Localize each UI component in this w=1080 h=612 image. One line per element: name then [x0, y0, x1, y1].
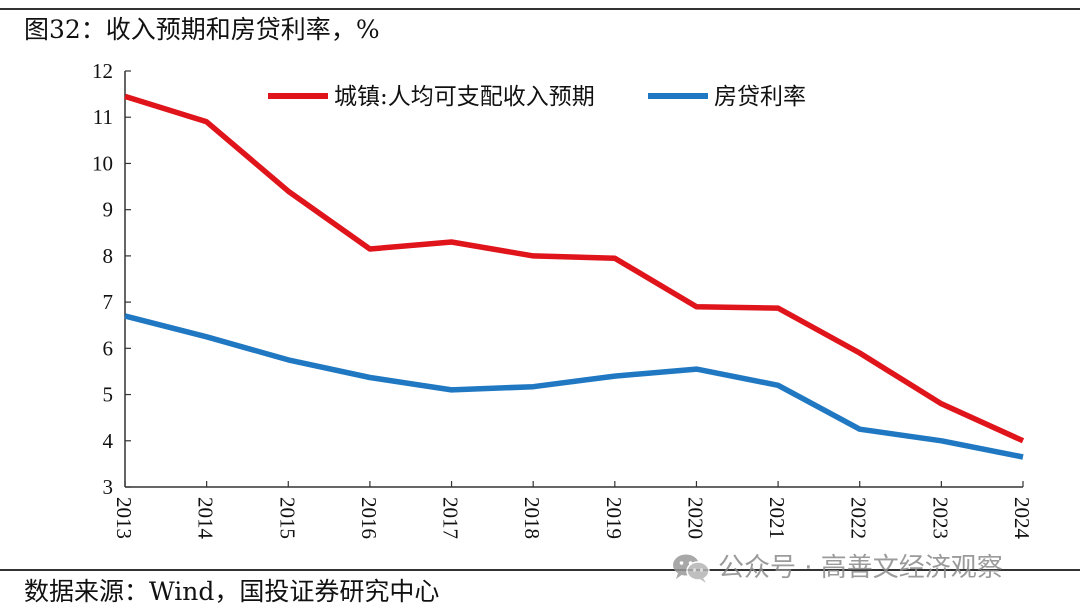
legend: 城镇:人均可支配收入预期 房贷利率 — [268, 84, 806, 110]
series-line-0 — [124, 93, 1025, 444]
x-tick-label: 2020 — [683, 497, 707, 539]
chart-axes: 3 4 5 6 7 8 9 10 11 12 2013 2014 2015 2016 2017 2018 201… — [92, 59, 1034, 540]
series-line-1 — [124, 313, 1024, 460]
y-tick-label: 3 — [103, 475, 114, 499]
x-tick-label: 2022 — [847, 497, 871, 539]
series-layer — [124, 93, 1025, 460]
watermark: 公众号 · 高善文经济观察 — [672, 550, 1003, 586]
line-chart: 3 4 5 6 7 8 9 10 11 12 2013 2014 2015 2016 2017 2018 201… — [92, 59, 1034, 540]
bottom-rule — [0, 569, 1080, 571]
y-tick-label: 4 — [103, 429, 114, 453]
y-tick-label: 10 — [92, 151, 113, 175]
y-tick-label: 7 — [103, 290, 114, 314]
x-tick-label: 2013 — [112, 497, 136, 539]
x-tick-label: 2019 — [602, 497, 626, 539]
top-rule — [0, 8, 1080, 10]
x-tick-label: 2021 — [765, 497, 789, 539]
y-tick-label: 12 — [92, 59, 113, 83]
x-tick-label: 2017 — [439, 497, 463, 539]
source-note: 数据来源：Wind，国投证券研究中心 — [24, 577, 440, 606]
legend-label-1: 房贷利率 — [714, 84, 806, 110]
y-tick-label: 5 — [103, 383, 114, 407]
y-tick-label: 6 — [103, 336, 114, 360]
x-tick-label: 2015 — [275, 497, 299, 539]
legend-label-0: 城镇:人均可支配收入预期 — [334, 84, 595, 110]
y-tick-label: 8 — [103, 244, 114, 268]
x-tick-label: 2024 — [1010, 497, 1034, 540]
watermark-text: 公众号 · 高善文经济观察 — [718, 553, 1003, 583]
y-tick-label: 11 — [93, 105, 113, 129]
x-tick-label: 2018 — [520, 497, 544, 539]
y-tick-label: 9 — [103, 198, 114, 222]
wechat-icon — [673, 554, 710, 583]
figure-title: 图32：收入预期和房贷利率，% — [24, 15, 380, 44]
x-tick-label: 2023 — [928, 497, 952, 539]
x-tick-label: 2016 — [357, 497, 381, 539]
x-tick-label: 2014 — [194, 497, 218, 540]
